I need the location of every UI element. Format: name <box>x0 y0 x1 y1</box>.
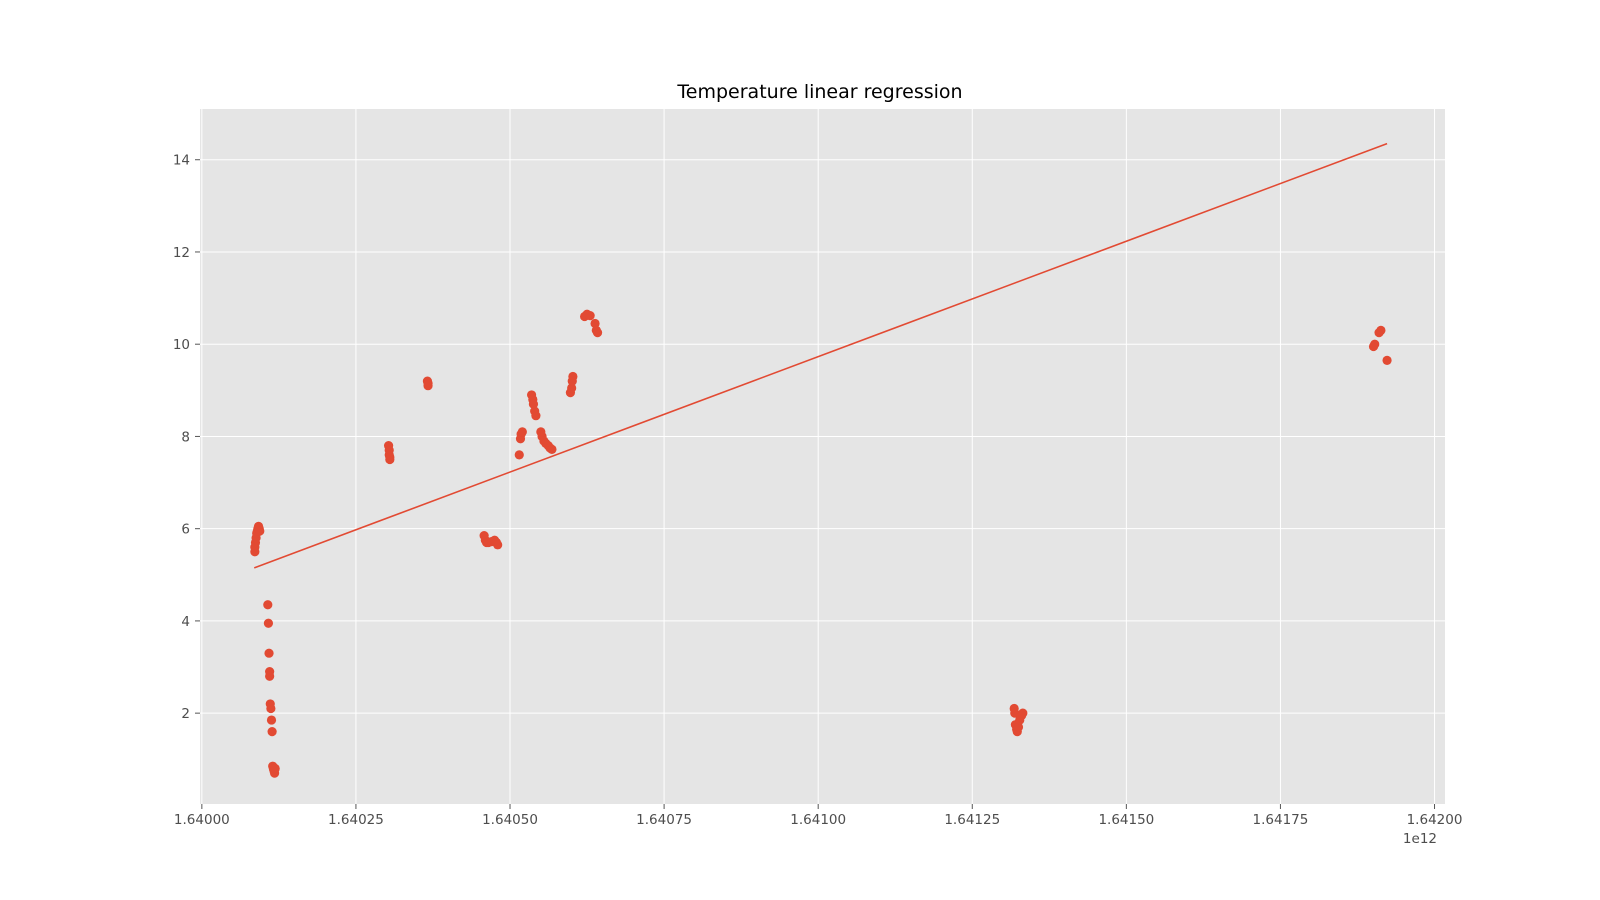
scatter-point <box>263 618 274 628</box>
scatter-point <box>592 328 603 338</box>
x-tick-label: 1.64050 <box>482 812 538 828</box>
x-tick-label: 1.64200 <box>1407 812 1463 828</box>
x-tick-label: 1.64150 <box>1098 812 1154 828</box>
x-tick-label: 1.64125 <box>944 812 1000 828</box>
scatter-point <box>568 371 578 382</box>
y-tick-label: 14 <box>173 153 190 169</box>
scatter-point <box>517 427 527 437</box>
scatter-points <box>250 309 1392 778</box>
scatter-point <box>590 318 600 329</box>
scatter-point <box>1376 325 1386 335</box>
x-tick-label: 1.64000 <box>174 812 230 828</box>
scatter-point <box>1382 355 1392 365</box>
x-tick-label: 1.64100 <box>790 812 846 828</box>
scatter-point <box>264 648 274 658</box>
x-offset-label: 1e12 <box>1403 831 1437 847</box>
scatter-point <box>255 526 265 536</box>
scatter-point <box>265 671 275 681</box>
scatter-point <box>1370 339 1380 349</box>
y-tick-label: 12 <box>173 245 190 261</box>
y-tick-label: 2 <box>181 706 190 722</box>
scatter-point <box>270 763 280 774</box>
grid <box>200 109 1445 804</box>
scatter-point <box>1013 722 1024 732</box>
plot-background <box>200 109 1445 804</box>
x-tick-label: 1.64025 <box>328 812 384 828</box>
scatter-point <box>493 540 503 550</box>
scatter-point <box>1018 708 1028 718</box>
x-tick-label: 1.64175 <box>1253 812 1309 828</box>
scatter-point <box>514 450 524 460</box>
scatter-point <box>266 703 276 714</box>
scatter-point <box>585 311 595 321</box>
y-tick-label: 10 <box>173 337 190 353</box>
scatter-point <box>531 411 541 421</box>
scatter-point <box>263 600 273 610</box>
scatter-point <box>567 383 577 393</box>
scatter-point <box>267 726 277 737</box>
y-tick-label: 4 <box>181 614 190 630</box>
chart-title: Temperature linear regression <box>676 81 962 103</box>
y-tick-label: 8 <box>181 429 190 445</box>
scatter-point <box>266 715 277 725</box>
x-axis: 1.64000 1.64025 1.64050 1.64075 1.64100 1.641… <box>174 804 1463 828</box>
scatter-point <box>547 444 557 454</box>
regression-line-layer <box>253 142 1388 569</box>
scatter-point <box>423 378 433 389</box>
scatter-point <box>528 399 539 409</box>
x-tick-label: 1.64075 <box>636 812 692 828</box>
regression-line <box>253 142 1388 569</box>
y-axis: 2 4 6 8 10 12 14 <box>173 153 200 722</box>
y-tick-label: 6 <box>181 522 190 538</box>
scatter-point <box>385 452 395 462</box>
